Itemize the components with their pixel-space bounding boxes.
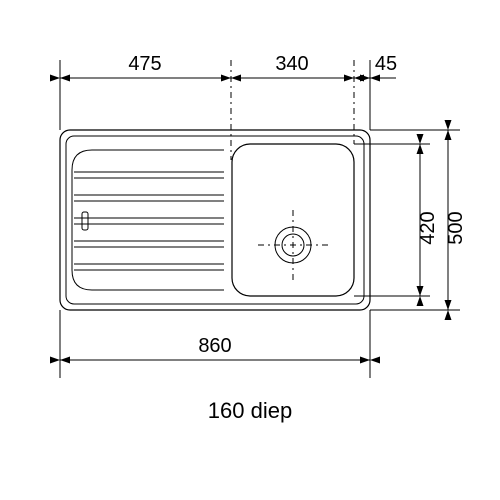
dim-label: 500 xyxy=(445,211,467,244)
sink-body xyxy=(60,130,370,310)
overflow-slot xyxy=(82,212,88,230)
drainboard-ridges xyxy=(72,150,224,290)
drain xyxy=(258,210,328,280)
dim-label: 420 xyxy=(417,211,439,244)
dim-label: 860 xyxy=(198,335,231,357)
sink-dimension-diagram: 475 340 45 420 500 860 160 diep xyxy=(0,0,500,500)
caption: 160 diep xyxy=(208,398,292,423)
dim-label: 45 xyxy=(375,53,397,75)
dim-top xyxy=(60,60,396,160)
dim-label: 340 xyxy=(275,53,308,75)
dim-label: 475 xyxy=(128,53,161,75)
